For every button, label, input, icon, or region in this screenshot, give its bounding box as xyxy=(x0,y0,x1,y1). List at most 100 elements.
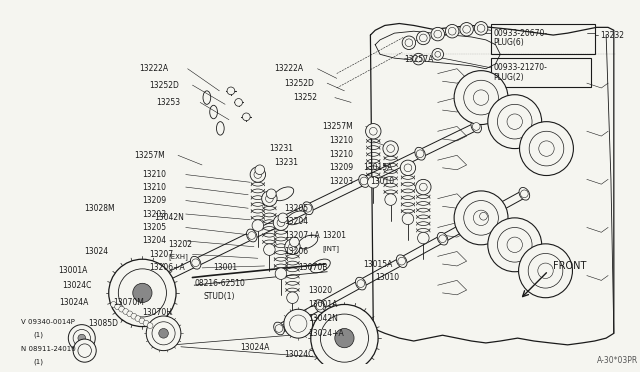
Circle shape xyxy=(474,90,489,105)
Circle shape xyxy=(383,141,398,156)
Ellipse shape xyxy=(203,91,211,104)
Text: 00933-20670-: 00933-20670- xyxy=(493,29,548,38)
Text: 13222A: 13222A xyxy=(274,64,303,73)
Circle shape xyxy=(78,334,86,342)
Circle shape xyxy=(264,244,275,256)
Circle shape xyxy=(248,232,255,239)
Ellipse shape xyxy=(216,122,224,135)
Circle shape xyxy=(289,237,300,247)
Ellipse shape xyxy=(437,232,448,245)
Circle shape xyxy=(439,235,447,243)
Text: 13015A: 13015A xyxy=(364,163,393,172)
Ellipse shape xyxy=(415,147,426,160)
Ellipse shape xyxy=(310,259,330,273)
Ellipse shape xyxy=(287,211,306,225)
Circle shape xyxy=(335,328,354,348)
Circle shape xyxy=(472,123,480,130)
Circle shape xyxy=(115,304,120,310)
Ellipse shape xyxy=(519,187,530,200)
Circle shape xyxy=(464,201,499,235)
Circle shape xyxy=(507,114,522,129)
Circle shape xyxy=(419,34,427,42)
Text: 13204: 13204 xyxy=(142,237,166,246)
Circle shape xyxy=(387,145,394,153)
Circle shape xyxy=(416,150,424,158)
Circle shape xyxy=(449,28,456,35)
Circle shape xyxy=(111,302,116,307)
Text: 13024: 13024 xyxy=(84,247,109,256)
Ellipse shape xyxy=(274,187,294,201)
Text: (1): (1) xyxy=(34,332,44,339)
Circle shape xyxy=(316,302,324,310)
Circle shape xyxy=(460,23,474,36)
Circle shape xyxy=(250,167,266,182)
Circle shape xyxy=(147,323,153,328)
Text: 13010: 13010 xyxy=(371,177,394,186)
Circle shape xyxy=(398,257,406,265)
Text: 13207+A: 13207+A xyxy=(284,231,319,240)
Circle shape xyxy=(434,30,442,38)
Circle shape xyxy=(266,195,273,202)
Text: 13257A: 13257A xyxy=(404,55,433,64)
Circle shape xyxy=(454,191,508,245)
Text: 00933-21270-: 00933-21270- xyxy=(493,63,547,72)
Circle shape xyxy=(518,244,572,298)
Circle shape xyxy=(402,36,415,49)
Circle shape xyxy=(235,99,243,106)
Text: 13015A: 13015A xyxy=(364,260,393,269)
Circle shape xyxy=(143,320,149,326)
Ellipse shape xyxy=(315,300,325,312)
Circle shape xyxy=(243,113,250,121)
Circle shape xyxy=(159,328,168,338)
Ellipse shape xyxy=(246,229,257,242)
Text: FRONT: FRONT xyxy=(553,261,587,271)
Text: 13232: 13232 xyxy=(600,31,625,39)
Circle shape xyxy=(404,164,412,171)
Text: 13252: 13252 xyxy=(294,93,317,102)
Ellipse shape xyxy=(134,283,145,296)
Circle shape xyxy=(497,227,532,262)
Circle shape xyxy=(417,31,430,45)
Circle shape xyxy=(254,171,262,179)
Circle shape xyxy=(520,190,528,198)
Text: PLUG(6): PLUG(6) xyxy=(493,38,524,47)
Circle shape xyxy=(275,268,287,279)
Circle shape xyxy=(192,259,200,267)
Text: 13024C: 13024C xyxy=(63,281,92,290)
Circle shape xyxy=(147,316,181,351)
Circle shape xyxy=(131,313,137,319)
Text: 13001A: 13001A xyxy=(58,266,87,275)
Ellipse shape xyxy=(396,255,407,267)
Ellipse shape xyxy=(303,202,313,215)
Ellipse shape xyxy=(359,174,369,187)
Text: 13205: 13205 xyxy=(142,223,166,232)
Circle shape xyxy=(273,215,289,230)
Circle shape xyxy=(529,131,564,166)
Text: 13252D: 13252D xyxy=(284,78,314,88)
Text: 13257M: 13257M xyxy=(134,151,166,160)
Text: 13206+A: 13206+A xyxy=(149,263,185,272)
Circle shape xyxy=(432,48,444,60)
Text: 13028M: 13028M xyxy=(84,204,115,213)
Circle shape xyxy=(287,292,298,304)
Text: 13257M: 13257M xyxy=(323,122,353,131)
Text: 13206: 13206 xyxy=(284,247,308,256)
Circle shape xyxy=(127,311,132,317)
Text: 13210: 13210 xyxy=(142,183,166,192)
Circle shape xyxy=(415,179,431,195)
Circle shape xyxy=(479,212,487,220)
Circle shape xyxy=(266,189,276,199)
Circle shape xyxy=(400,160,415,176)
Text: 13085D: 13085D xyxy=(88,319,118,328)
Circle shape xyxy=(119,306,125,312)
Bar xyxy=(491,58,591,87)
Text: 13210: 13210 xyxy=(329,137,353,145)
Text: 13001A: 13001A xyxy=(308,300,337,309)
Circle shape xyxy=(262,191,277,206)
Text: 13207: 13207 xyxy=(149,250,173,259)
Circle shape xyxy=(304,204,312,212)
Ellipse shape xyxy=(274,322,284,335)
Text: 13253: 13253 xyxy=(156,98,180,107)
Circle shape xyxy=(136,286,143,294)
Circle shape xyxy=(289,243,296,251)
